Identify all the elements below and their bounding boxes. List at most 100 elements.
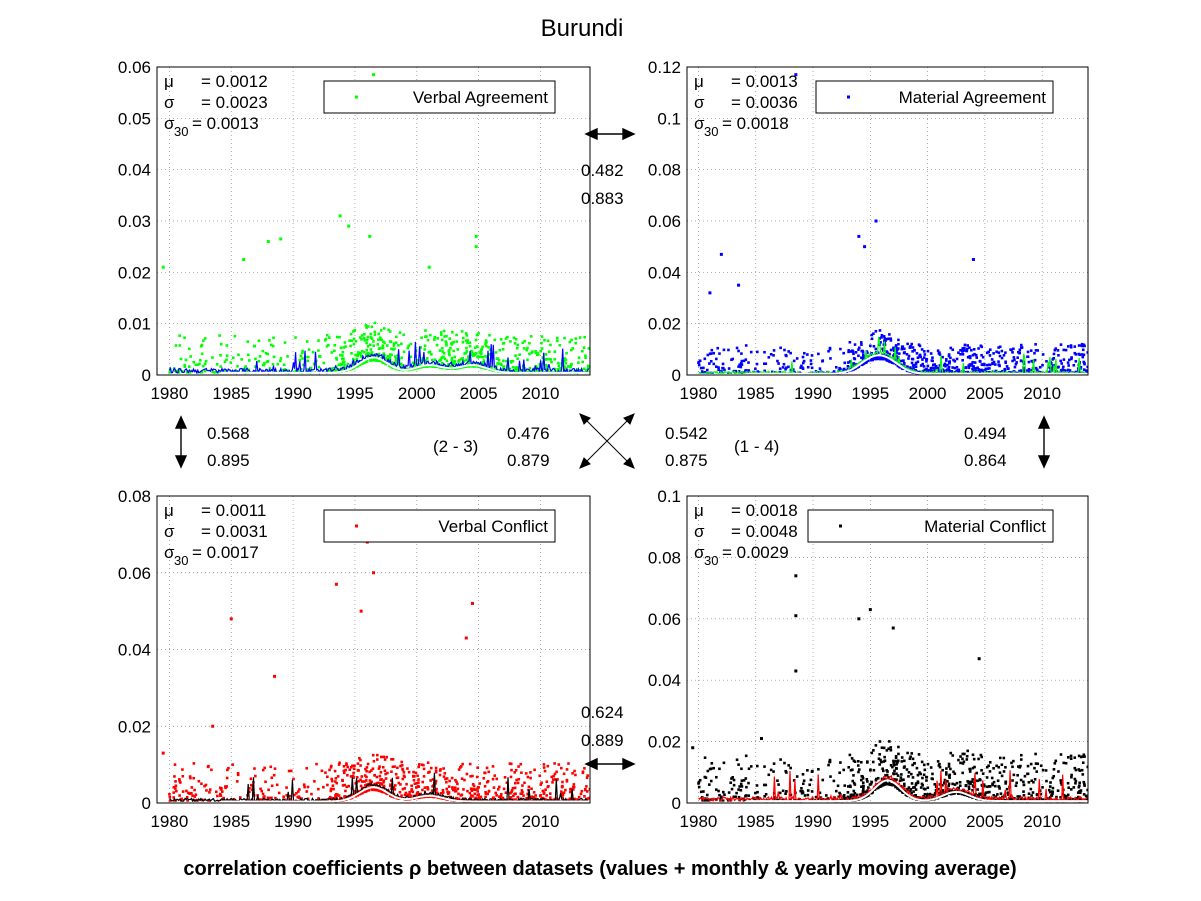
data-point bbox=[860, 356, 863, 360]
data-point bbox=[915, 352, 919, 355]
y-tick-label: 0.01 bbox=[118, 315, 151, 334]
data-point bbox=[391, 361, 394, 364]
data-point bbox=[964, 366, 968, 369]
data-point bbox=[268, 339, 271, 342]
data-point bbox=[512, 336, 516, 340]
data-point bbox=[1044, 769, 1048, 772]
data-point bbox=[936, 366, 940, 370]
data-point bbox=[1079, 365, 1083, 369]
data-point bbox=[787, 764, 790, 767]
data-point bbox=[585, 790, 589, 793]
data-point bbox=[1059, 369, 1063, 372]
data-point bbox=[868, 608, 872, 612]
y-tick-label: 0.06 bbox=[648, 610, 681, 629]
data-point bbox=[499, 792, 503, 796]
data-point bbox=[878, 329, 882, 332]
data-point bbox=[211, 724, 215, 728]
data-point bbox=[282, 363, 286, 367]
data-point bbox=[895, 778, 898, 781]
data-point bbox=[573, 769, 576, 773]
data-point bbox=[903, 759, 906, 763]
data-point bbox=[403, 793, 407, 797]
data-point bbox=[946, 363, 949, 367]
data-point bbox=[220, 787, 223, 790]
data-point bbox=[196, 363, 200, 367]
data-point bbox=[306, 785, 310, 789]
data-point bbox=[938, 351, 941, 354]
data-point bbox=[421, 788, 424, 792]
data-point bbox=[925, 359, 928, 363]
data-point bbox=[851, 349, 854, 352]
data-point bbox=[282, 795, 285, 799]
data-point bbox=[916, 356, 920, 360]
data-point bbox=[842, 796, 846, 799]
data-point bbox=[351, 357, 355, 361]
corr-top-r2: 0.883 bbox=[581, 189, 624, 208]
data-point bbox=[997, 346, 1000, 349]
data-point bbox=[988, 761, 992, 764]
data-point bbox=[309, 366, 313, 370]
data-point bbox=[861, 777, 865, 780]
data-point bbox=[292, 777, 295, 781]
data-point bbox=[443, 357, 447, 361]
data-point bbox=[1080, 768, 1084, 772]
data-point bbox=[409, 795, 412, 799]
data-point bbox=[352, 771, 355, 775]
data-point bbox=[528, 352, 531, 356]
data-point bbox=[486, 792, 489, 796]
data-point bbox=[968, 767, 971, 771]
data-point bbox=[874, 744, 878, 747]
data-point bbox=[183, 365, 187, 369]
data-point bbox=[570, 798, 574, 802]
corr-diag-1-4-label: (1 - 4) bbox=[734, 437, 779, 456]
data-point bbox=[540, 341, 543, 345]
data-point bbox=[913, 761, 916, 765]
data-point bbox=[826, 797, 830, 800]
data-point bbox=[306, 797, 310, 801]
data-point bbox=[919, 786, 923, 789]
data-point bbox=[979, 753, 983, 757]
data-point bbox=[484, 342, 487, 346]
data-point bbox=[501, 367, 505, 371]
data-point bbox=[487, 345, 490, 349]
data-point bbox=[382, 780, 385, 784]
data-point bbox=[385, 792, 388, 795]
data-point bbox=[948, 370, 952, 373]
data-point bbox=[1002, 353, 1006, 357]
data-point bbox=[754, 367, 757, 371]
data-point bbox=[999, 792, 1003, 795]
data-point bbox=[1060, 783, 1064, 786]
x-tick-label: 2000 bbox=[909, 812, 947, 831]
data-point bbox=[462, 336, 465, 340]
data-point bbox=[505, 359, 508, 363]
x-tick-label: 2010 bbox=[522, 812, 560, 831]
data-point bbox=[549, 358, 553, 361]
data-point bbox=[946, 787, 949, 791]
data-point bbox=[476, 790, 480, 793]
x-tick-label: 1990 bbox=[274, 384, 312, 403]
data-point bbox=[996, 793, 999, 796]
data-point bbox=[953, 366, 957, 370]
data-point bbox=[417, 763, 421, 766]
data-point bbox=[1034, 762, 1038, 765]
data-point bbox=[564, 358, 568, 361]
data-point bbox=[242, 258, 246, 261]
data-point bbox=[849, 794, 853, 797]
data-point bbox=[539, 349, 542, 353]
data-point bbox=[375, 359, 378, 362]
data-point bbox=[1064, 797, 1068, 801]
data-point bbox=[722, 348, 726, 352]
data-point bbox=[1081, 348, 1085, 352]
data-point bbox=[502, 787, 506, 791]
data-point bbox=[1014, 362, 1018, 366]
data-point bbox=[463, 778, 466, 782]
data-point bbox=[717, 366, 720, 369]
data-point bbox=[546, 369, 550, 372]
data-point bbox=[179, 357, 183, 361]
data-point bbox=[1048, 370, 1052, 373]
data-point bbox=[477, 793, 480, 796]
data-point bbox=[531, 350, 534, 353]
data-point bbox=[869, 782, 873, 786]
data-point bbox=[965, 349, 969, 353]
data-point bbox=[747, 767, 751, 771]
